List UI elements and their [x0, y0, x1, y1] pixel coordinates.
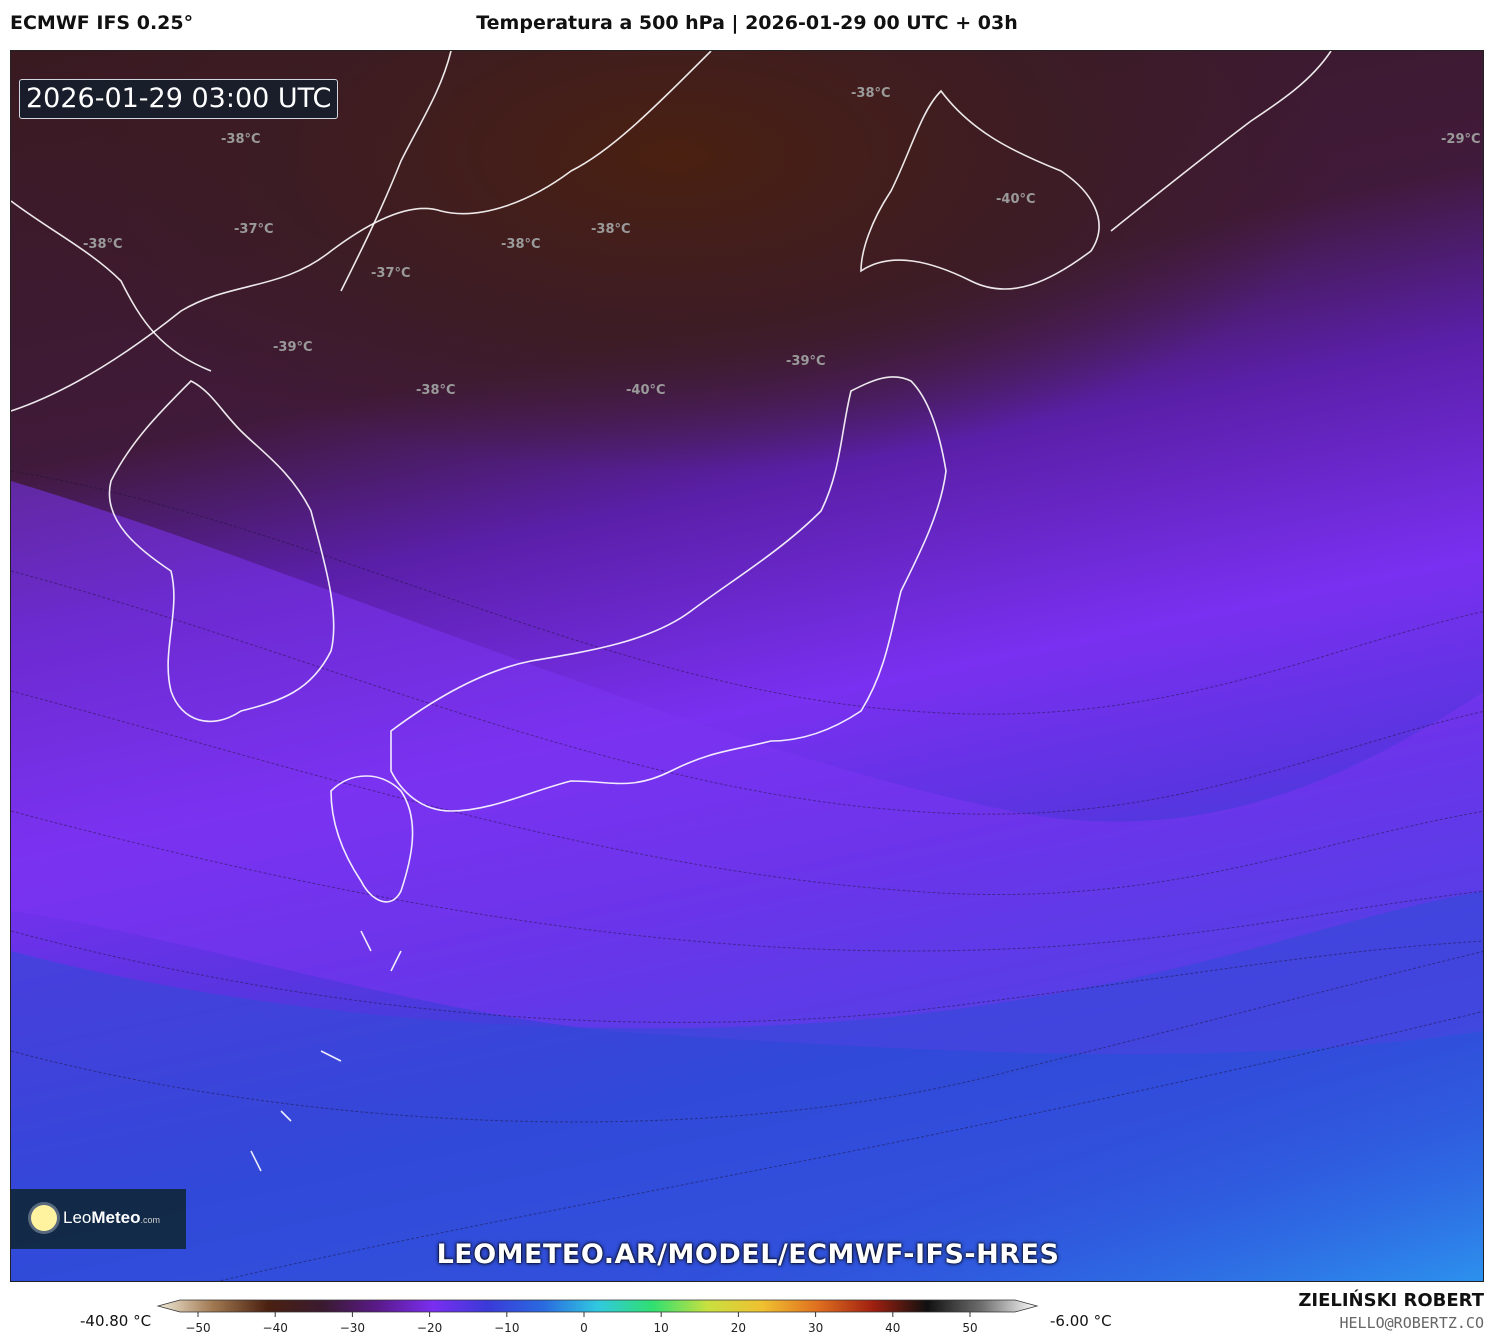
isotherm-label: -38°C: [851, 86, 891, 101]
isotherm-label: -40°C: [996, 192, 1036, 207]
logo-brand-light: Leo: [63, 1208, 92, 1227]
logo-text: LeoMeteo.com: [63, 1208, 160, 1228]
isotherm-label: -38°C: [83, 237, 123, 252]
logo-brand-bold: Meteo: [91, 1208, 141, 1227]
author-name: ZIELIŃSKI ROBERT: [1298, 1290, 1484, 1311]
map-title: Temperatura a 500 hPa | 2026-01-29 00 UT…: [476, 12, 1018, 34]
isotherm-labels: -38°C -29°C -38°C -40°C -37°C -38°C -38°C -38°C…: [83, 86, 1481, 398]
isotherm-label: -38°C: [501, 237, 541, 252]
colorbar-tick-label: 0: [580, 1321, 588, 1335]
colorbar-tick-label: 10: [654, 1321, 669, 1335]
warmest-band: [518, 971, 1483, 1281]
sun-icon: [31, 1205, 57, 1231]
isotherm-label: -37°C: [371, 266, 411, 281]
colorbar-ticks: −50 −40 −30 −20 −10 0 10 20 30 40 50: [185, 1312, 978, 1335]
isotherm-label: -37°C: [234, 222, 274, 237]
colorbar-tick-label: −10: [494, 1321, 519, 1335]
land-outlines: [11, 51, 1332, 1172]
isotherm-label: -39°C: [786, 354, 826, 369]
colorbar-tick-label: −20: [417, 1321, 442, 1335]
colorbar-tick-label: 30: [808, 1321, 823, 1335]
author-email[interactable]: HELLO@ROBERTZ.CO: [1339, 1314, 1485, 1332]
temperature-map[interactable]: -38°C -29°C -38°C -40°C -37°C -38°C -38°C -38°C…: [10, 50, 1484, 1282]
isotherm-label: -38°C: [591, 222, 631, 237]
map-canvas: -38°C -29°C -38°C -40°C -37°C -38°C -38°C -38°C…: [11, 51, 1483, 1281]
colorbar: −50 −40 −30 −20 −10 0 10 20 30 40 50: [156, 1299, 1039, 1335]
isotherms: [11, 470, 1483, 1281]
leometeo-logo[interactable]: LeoMeteo.com: [11, 1189, 186, 1249]
cold-core: [11, 51, 1483, 751]
colorbar-tick-label: −50: [185, 1321, 210, 1335]
watermark-url[interactable]: LEOMETEO.AR/MODEL/ECMWF-IFS-HRES: [436, 1239, 1060, 1270]
isotherm-label: -38°C: [416, 383, 456, 398]
isotherm-label: -29°C: [1441, 132, 1481, 147]
isotherm-label: -40°C: [626, 383, 666, 398]
colorbar-max-label: -6.00 °C: [1050, 1312, 1112, 1330]
colorbar-tick-label: −30: [340, 1321, 365, 1335]
valid-time-box: 2026-01-29 03:00 UTC: [19, 79, 339, 119]
isotherm-label: -39°C: [273, 340, 313, 355]
colorbar-body: [156, 1299, 1039, 1313]
colorbar-tick-label: 40: [885, 1321, 900, 1335]
colorbar-min-label: -40.80 °C: [80, 1312, 152, 1330]
colorbar-tick-label: −40: [263, 1321, 288, 1335]
colorbar-tick-label: 20: [731, 1321, 746, 1335]
isotherm-label: -38°C: [221, 132, 261, 147]
model-name: ECMWF IFS 0.25°: [10, 12, 194, 34]
colorbar-tick-label: 50: [962, 1321, 977, 1335]
logo-suffix: .com: [140, 1215, 161, 1225]
